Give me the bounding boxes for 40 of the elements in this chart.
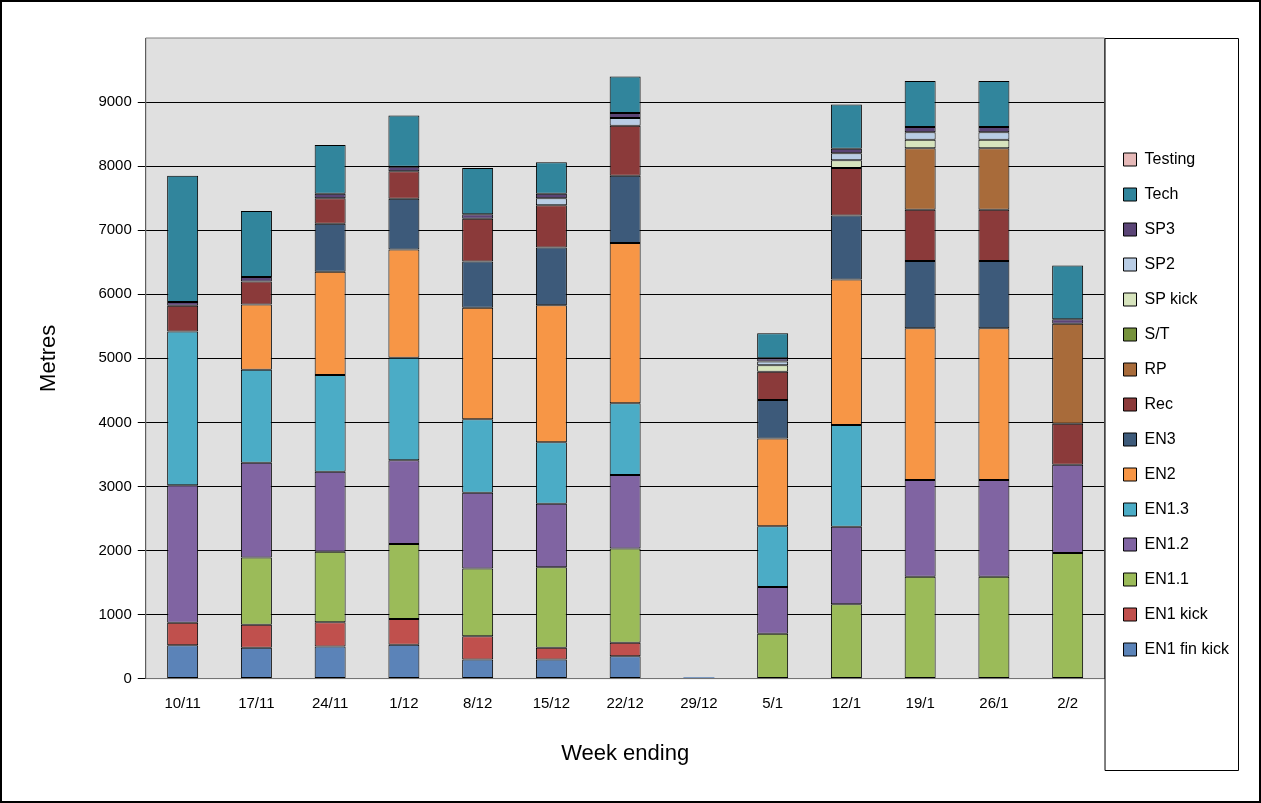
legend-label: SP2 xyxy=(1144,254,1175,272)
legend-label: Rec xyxy=(1144,394,1173,412)
x-tick-label: 19/1 xyxy=(905,693,935,711)
x-tick-label: 2/2 xyxy=(1057,693,1079,711)
x-tick-label: 12/1 xyxy=(831,693,861,711)
x-tick-label: 10/11 xyxy=(164,693,201,711)
legend-label: EN1.3 xyxy=(1144,499,1190,517)
legend-label: EN1 fin kick xyxy=(1144,639,1230,657)
legend-label: EN1 kick xyxy=(1144,604,1209,622)
x-tick-label: 24/11 xyxy=(311,693,349,711)
legend-label: EN2 xyxy=(1144,464,1176,482)
x-tick-label: 17/11 xyxy=(238,693,275,711)
y-tick-label: 5000 xyxy=(98,348,132,366)
x-tick-label: 8/12 xyxy=(463,693,493,711)
y-tick-label: 8000 xyxy=(98,156,132,174)
y-tick-label: 0 xyxy=(123,668,132,686)
y-tick-label: 2000 xyxy=(98,540,132,558)
legend-label: S/T xyxy=(1144,324,1170,342)
x-tick-label: 5/1 xyxy=(762,693,784,711)
y-tick-label: 7000 xyxy=(98,220,132,238)
y-tick-label: 1000 xyxy=(98,604,132,622)
y-tick-label: 4000 xyxy=(98,412,132,430)
x-tick-label: 22/12 xyxy=(606,693,644,711)
legend-label: Testing xyxy=(1144,149,1196,167)
y-tick-label: 3000 xyxy=(98,476,132,494)
legend-label: RP xyxy=(1144,359,1167,377)
y-axis-title: Metres xyxy=(35,324,61,392)
y-tick-label: 6000 xyxy=(98,284,132,302)
x-tick-label: 1/12 xyxy=(389,693,419,711)
x-axis-title: Week ending xyxy=(561,739,690,765)
legend-label: EN3 xyxy=(1144,429,1176,447)
legend-label: EN1.1 xyxy=(1144,569,1190,587)
x-tick-label: 29/12 xyxy=(680,693,718,711)
legend-label: SP kick xyxy=(1144,289,1199,307)
legend-label: Tech xyxy=(1144,184,1179,202)
x-tick-label: 26/1 xyxy=(979,693,1009,711)
y-tick-label: 9000 xyxy=(98,92,132,110)
legend-label: SP3 xyxy=(1144,219,1175,237)
legend-label: EN1.2 xyxy=(1144,534,1190,552)
x-tick-label: 15/12 xyxy=(532,693,571,711)
